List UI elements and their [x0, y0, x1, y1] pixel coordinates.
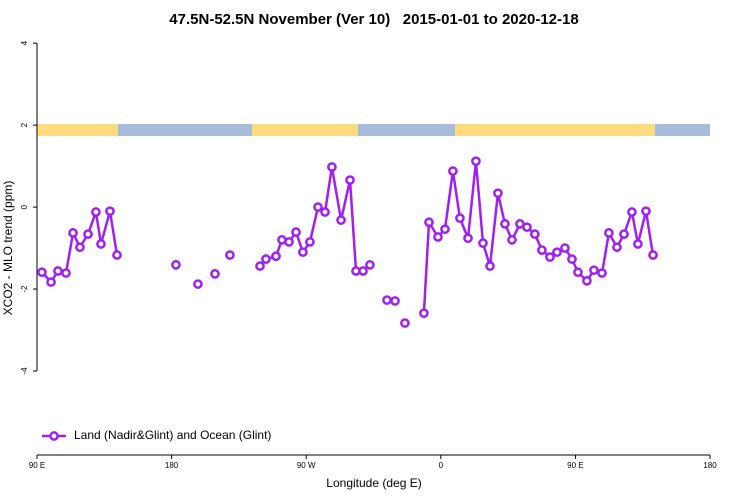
- data-point: [500, 219, 510, 229]
- data-point: [46, 277, 56, 287]
- data-point: [365, 260, 375, 270]
- data-point: [345, 175, 355, 185]
- data-point: [522, 222, 532, 233]
- data-point: [537, 245, 547, 255]
- data-point: [298, 247, 308, 258]
- x-tick-label: 90 E: [29, 461, 45, 470]
- data-point: [83, 229, 93, 239]
- band-land: [455, 124, 655, 136]
- band-ocean: [358, 124, 455, 136]
- data-point: [382, 295, 392, 305]
- data-point: [507, 235, 517, 245]
- data-point: [358, 266, 368, 276]
- data-point: [633, 239, 643, 249]
- data-point: [313, 202, 323, 212]
- x-tick-label: 90 E: [567, 461, 583, 470]
- band-ocean: [118, 124, 252, 136]
- data-point: [193, 279, 203, 289]
- data-point: [627, 207, 637, 217]
- data-point: [604, 228, 614, 238]
- data-point: [68, 228, 78, 238]
- y-tick-label: -2: [20, 285, 29, 293]
- data-point: [463, 233, 473, 244]
- y-tick-label: 4: [20, 40, 29, 45]
- data-point: [589, 265, 599, 276]
- data-point: [648, 250, 658, 260]
- data-point: [96, 239, 106, 249]
- x-axis-label: Longitude (deg E): [326, 476, 421, 490]
- data-point: [37, 267, 47, 278]
- data-point: [530, 229, 540, 239]
- data-point: [424, 217, 434, 228]
- data-point: [327, 162, 337, 172]
- band-land: [252, 124, 358, 136]
- data-point: [284, 237, 294, 247]
- data-point: [493, 188, 503, 199]
- x-tick-label: 90 W: [297, 461, 316, 470]
- data-point: [560, 243, 570, 253]
- band-land: [37, 124, 118, 136]
- data-point: [112, 250, 122, 260]
- data-point: [433, 232, 443, 242]
- legend-label: Land (Nadir&Glint) and Ocean (Glint): [74, 428, 271, 442]
- data-point: [75, 242, 85, 253]
- data-point: [448, 166, 458, 176]
- y-tick-label: -4: [20, 367, 29, 375]
- x-tick-label: 180: [165, 461, 179, 470]
- data-point: [612, 242, 622, 253]
- data-point: [582, 276, 592, 286]
- data-point: [485, 261, 495, 271]
- y-tick-label: 2: [20, 122, 29, 127]
- data-point: [255, 261, 265, 271]
- chart-title: 47.5N-52.5N November (Ver 10) 2015-01-01…: [169, 11, 578, 28]
- land-ocean-band: [37, 124, 710, 136]
- band-ocean: [655, 124, 710, 136]
- data-point: [400, 318, 410, 328]
- data-point: [105, 206, 115, 217]
- data-point: [336, 215, 346, 226]
- data-point: [619, 229, 629, 239]
- data-point: [320, 207, 330, 217]
- data-point: [271, 251, 281, 262]
- x-tick-label: 180: [703, 461, 717, 470]
- data-point: [305, 237, 315, 247]
- data-point: [225, 250, 235, 260]
- data-point: [552, 247, 562, 258]
- data-point: [261, 254, 271, 264]
- legend-marker: [49, 431, 59, 441]
- data-point: [597, 268, 607, 278]
- data-point: [545, 252, 555, 262]
- data-point: [53, 266, 63, 276]
- data-point: [573, 267, 583, 278]
- data-point: [440, 224, 450, 235]
- data-point: [61, 268, 71, 278]
- y-axis-label: XCO2 - MLO trend (ppm): [1, 181, 15, 316]
- x-tick-label: 0: [439, 461, 444, 470]
- data-point: [291, 227, 301, 237]
- data-point: [641, 206, 651, 217]
- data-point: [390, 296, 400, 306]
- data-point: [210, 269, 220, 279]
- data-point: [455, 213, 465, 224]
- data-point: [471, 156, 481, 167]
- data-point: [91, 207, 101, 217]
- data-point: [567, 254, 577, 264]
- data-point: [171, 260, 181, 270]
- data-point: [478, 238, 488, 249]
- data-point: [419, 308, 429, 319]
- y-tick-label: 0: [20, 204, 29, 209]
